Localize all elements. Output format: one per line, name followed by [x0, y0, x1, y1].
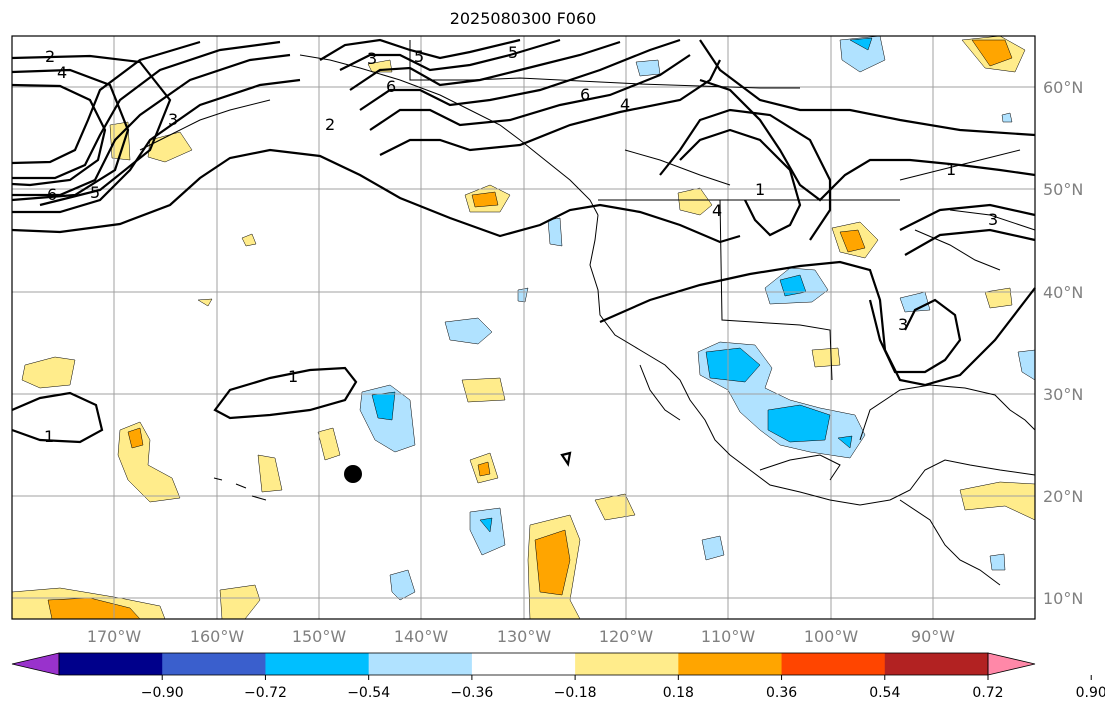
lat-label-50n: 50°N [1043, 180, 1083, 199]
lon-label-150w: 150°W [292, 627, 347, 646]
colorbar-segment [368, 653, 473, 675]
colorbar-tick-label: 0.90 [1076, 685, 1105, 701]
contour-label-1: 1 [44, 427, 54, 446]
lon-label-160w: 160°W [190, 627, 245, 646]
colorbar-segment [471, 653, 576, 675]
lat-label-10n: 10°N [1043, 589, 1083, 608]
colorbar-tick-label: 0.18 [663, 685, 694, 701]
colorbar-tick-label: −0.54 [347, 685, 390, 701]
contour-label-6: 6 [47, 185, 57, 204]
contour-label-3: 3 [988, 210, 998, 229]
lon-label-110w: 110°W [701, 627, 756, 646]
colorbar-tick-label: 0.54 [869, 685, 900, 701]
lon-label-90w: 90°W [911, 627, 955, 646]
lon-label-170w: 170°W [87, 627, 142, 646]
contour-label-6: 6 [386, 77, 396, 96]
contour-label-1: 1 [946, 160, 956, 179]
colorbar-segment [162, 653, 266, 675]
contour-label-4: 4 [620, 95, 630, 114]
contour-label-5: 5 [508, 43, 518, 62]
lon-label-140w: 140°W [394, 627, 449, 646]
negative-anomaly-shading [359, 35, 1036, 601]
lat-label-30n: 30°N [1043, 385, 1083, 404]
colorbar-segment [575, 653, 679, 675]
location-marker [344, 465, 362, 483]
grid-lines [12, 36, 1035, 619]
colorbar-segment [781, 653, 886, 675]
colorbar-segment [678, 653, 783, 675]
height-contours [11, 38, 1036, 467]
colorbar-extend-right [987, 652, 1036, 676]
contour-labels: 2 4 6 5 3 2 3 5 6 5 6 4 1 1 4 1 1 3 3 [44, 43, 998, 446]
contour-label-3: 3 [367, 49, 377, 68]
lat-label-40n: 40°N [1043, 283, 1083, 302]
colorbar-frame [58, 652, 989, 676]
colorbar-segment [884, 653, 989, 675]
map-panel: 2 4 6 5 3 2 3 5 6 5 6 4 1 1 4 1 1 3 3 [11, 35, 1036, 620]
longitude-labels: 170°W 160°W 150°W 140°W 130°W 120°W 110°… [87, 627, 955, 646]
colorbar-tick-label: −0.18 [554, 685, 597, 701]
contour-label-5: 5 [90, 183, 100, 202]
colorbar-extend-left [11, 652, 60, 676]
colorbar: −0.90 −0.72 −0.54 −0.36 −0.18 0.18 0.36 0.54 0.7… [11, 652, 1105, 701]
contour-label-3: 3 [168, 110, 178, 129]
lat-label-60n: 60°N [1043, 78, 1083, 97]
lat-label-20n: 20°N [1043, 487, 1083, 506]
contour-label-5: 5 [414, 47, 424, 66]
colorbar-segment [59, 653, 163, 675]
colorbar-tick-label: −0.72 [244, 685, 287, 701]
contour-label-2: 2 [45, 47, 55, 66]
contour-label-6: 6 [580, 85, 590, 104]
lon-label-100w: 100°W [804, 627, 859, 646]
contour-label-1: 1 [288, 367, 298, 386]
contour-label-4: 4 [712, 201, 722, 220]
contour-label-4: 4 [57, 63, 67, 82]
colorbar-tick-label: 0.36 [766, 685, 797, 701]
colorbar-tick-label: 0.72 [972, 685, 1003, 701]
colorbar-segment [265, 653, 370, 675]
positive-anomaly-shading [11, 35, 1036, 620]
contour-label-2: 2 [325, 115, 335, 134]
latitude-labels: 60°N 50°N 40°N 30°N 20°N 10°N [1043, 78, 1083, 608]
contour-label-1: 1 [755, 180, 765, 199]
map-title: 2025080300 F060 [449, 9, 597, 28]
colorbar-tick-label: −0.36 [450, 685, 493, 701]
lon-label-130w: 130°W [497, 627, 552, 646]
colorbar-tick-label: −0.90 [141, 685, 184, 701]
map-border [11, 35, 1036, 620]
lon-label-120w: 120°W [599, 627, 654, 646]
contour-label-3: 3 [898, 315, 908, 334]
